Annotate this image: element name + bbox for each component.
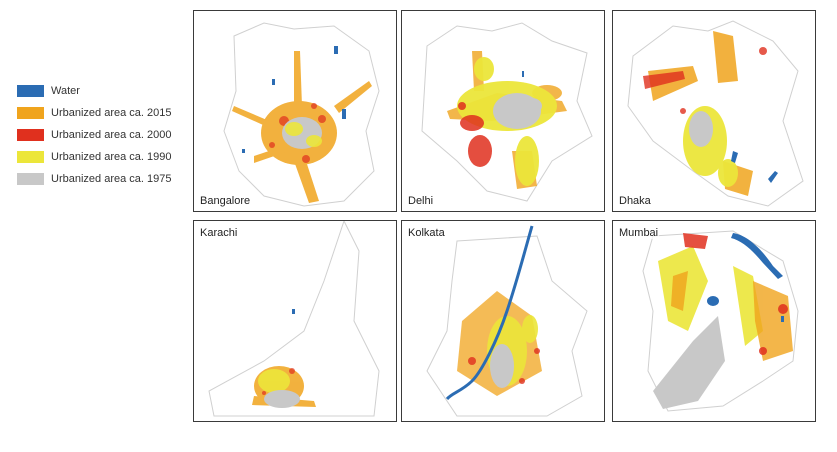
river	[445, 225, 534, 401]
map-delhi	[421, 22, 593, 202]
urban-2000	[643, 47, 767, 114]
urban-1975	[264, 390, 300, 408]
city-label: Bangalore	[199, 195, 252, 207]
map-panel-delhi: Delhi	[401, 10, 605, 212]
legend-label-1990: Urbanized area ca. 1990	[51, 151, 172, 163]
legend-item-1990: Urbanized area ca. 1990	[17, 146, 171, 168]
legend-swatch-water	[17, 85, 44, 97]
map-dhaka	[627, 20, 804, 207]
urban-2000	[683, 233, 788, 355]
legend-item-water: Water	[17, 80, 171, 102]
map-mumbai	[642, 230, 799, 412]
legend-label-2000: Urbanized area ca. 2000	[51, 129, 172, 141]
urban-1990	[285, 122, 322, 147]
map-karachi	[208, 221, 380, 417]
map-panel-karachi: Karachi	[193, 220, 397, 422]
map-kolkata	[426, 225, 588, 417]
water-bodies	[292, 309, 295, 314]
city-label: Kolkata	[407, 227, 446, 239]
urban-1990	[258, 369, 290, 393]
water-bodies	[707, 233, 784, 322]
map-panel-kolkata: Kolkata	[401, 220, 605, 422]
water-bodies	[731, 151, 778, 183]
urban-1975	[653, 316, 725, 409]
urban-1975	[490, 344, 514, 388]
city-boundary	[627, 20, 804, 207]
water-bodies	[522, 71, 524, 77]
legend-label-1975: Urbanized area ca. 1975	[51, 173, 172, 185]
map-bangalore	[223, 22, 380, 207]
city-boundary	[426, 235, 588, 417]
water-bodies	[242, 46, 346, 153]
legend-item-2000: Urbanized area ca. 2000	[17, 124, 171, 146]
map-panel-dhaka: Dhaka	[612, 10, 816, 212]
city-boundary	[208, 221, 380, 417]
legend-label-water: Water	[51, 85, 80, 97]
urban-2015	[671, 271, 793, 361]
legend-swatch-1990	[17, 151, 44, 163]
urban-1975	[493, 93, 542, 129]
urban-2000	[468, 348, 540, 384]
city-boundary	[642, 230, 799, 412]
urban-2000	[458, 102, 492, 167]
city-boundary	[421, 22, 593, 202]
map-panel-mumbai: Mumbai	[612, 220, 816, 422]
map-legend: Water Urbanized area ca. 2015 Urbanized …	[17, 80, 171, 190]
city-label: Delhi	[407, 195, 435, 207]
city-label: Mumbai	[618, 227, 660, 239]
legend-item-1975: Urbanized area ca. 1975	[17, 168, 171, 190]
legend-item-2015: Urbanized area ca. 2015	[17, 102, 171, 124]
urban-2000	[262, 368, 295, 395]
city-label: Dhaka	[618, 195, 652, 207]
legend-label-2015: Urbanized area ca. 2015	[51, 107, 172, 119]
city-boundary	[223, 22, 380, 207]
legend-swatch-2000	[17, 129, 44, 141]
legend-swatch-1975	[17, 173, 44, 185]
urban-1975	[689, 111, 713, 147]
legend-swatch-2015	[17, 107, 44, 119]
city-label: Karachi	[199, 227, 239, 239]
map-panel-bangalore: Bangalore	[193, 10, 397, 212]
